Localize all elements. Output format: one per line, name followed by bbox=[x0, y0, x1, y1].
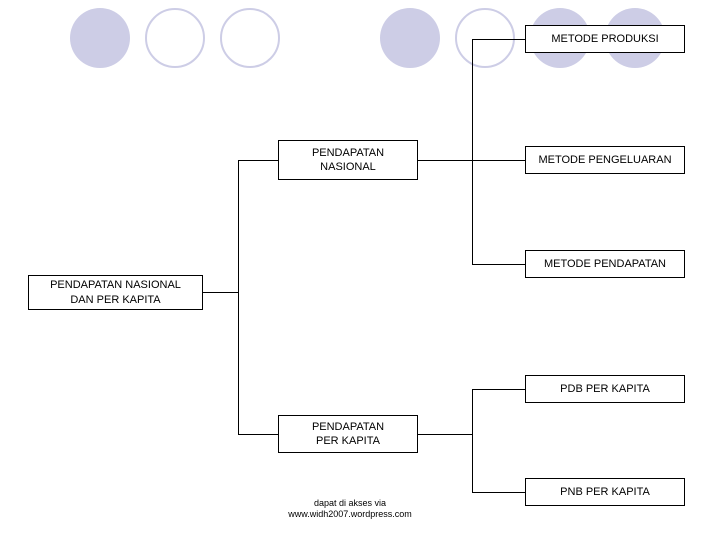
node-label: PENDAPATANPER KAPITA bbox=[312, 420, 384, 449]
bg-circle-2 bbox=[220, 8, 280, 68]
node-label: PENDAPATAN NASIONALDAN PER KAPITA bbox=[50, 278, 181, 307]
bg-circle-0 bbox=[70, 8, 130, 68]
connector bbox=[472, 389, 473, 492]
connector bbox=[418, 160, 472, 161]
connector bbox=[472, 389, 525, 390]
node-b2: PENDAPATANPER KAPITA bbox=[278, 415, 418, 453]
connector bbox=[238, 160, 278, 161]
connector bbox=[472, 39, 525, 40]
connector bbox=[418, 434, 472, 435]
node-label: PENDAPATANNASIONAL bbox=[312, 146, 384, 175]
footer-line: www.widh2007.wordpress.com bbox=[260, 509, 440, 520]
connector bbox=[472, 264, 525, 265]
node-label: METODE PENGELUARAN bbox=[538, 153, 671, 167]
node-b1: PENDAPATANNASIONAL bbox=[278, 140, 418, 180]
node-l3: METODE PENDAPATAN bbox=[525, 250, 685, 278]
footer-line: dapat di akses via bbox=[260, 498, 440, 509]
node-label: METODE PENDAPATAN bbox=[544, 257, 666, 271]
connector bbox=[238, 434, 278, 435]
node-label: METODE PRODUKSI bbox=[551, 32, 658, 46]
connector bbox=[472, 39, 473, 264]
connector bbox=[203, 292, 238, 293]
bg-circle-3 bbox=[380, 8, 440, 68]
connector bbox=[472, 160, 525, 161]
node-l5: PNB PER KAPITA bbox=[525, 478, 685, 506]
connector bbox=[238, 160, 239, 434]
bg-circle-4 bbox=[455, 8, 515, 68]
footer-credit: dapat di akses viawww.widh2007.wordpress… bbox=[260, 498, 440, 520]
node-label: PDB PER KAPITA bbox=[560, 382, 650, 396]
node-l2: METODE PENGELUARAN bbox=[525, 146, 685, 174]
bg-circle-1 bbox=[145, 8, 205, 68]
node-root: PENDAPATAN NASIONALDAN PER KAPITA bbox=[28, 275, 203, 310]
node-l1: METODE PRODUKSI bbox=[525, 25, 685, 53]
connector bbox=[472, 492, 525, 493]
node-l4: PDB PER KAPITA bbox=[525, 375, 685, 403]
node-label: PNB PER KAPITA bbox=[560, 485, 650, 499]
